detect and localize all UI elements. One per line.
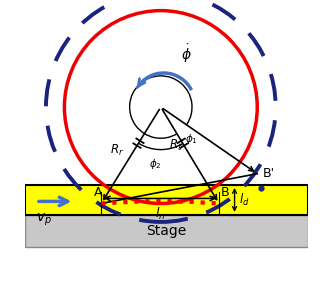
Bar (25, 185, 308, 215)
Text: $\phi_2$: $\phi_2$ (149, 156, 162, 170)
Text: $\phi_1$: $\phi_1$ (184, 132, 197, 146)
Text: Stage: Stage (147, 224, 186, 238)
Text: $\dot{\phi}$: $\dot{\phi}$ (181, 42, 192, 64)
Text: $v_p$: $v_p$ (36, 211, 52, 228)
Text: $R_t$: $R_t$ (169, 138, 183, 153)
Text: B: B (220, 186, 229, 199)
Text: $l_n$: $l_n$ (155, 205, 165, 222)
Text: $R_r$: $R_r$ (110, 143, 124, 158)
Bar (25, 215, 308, 247)
Text: B': B' (262, 167, 274, 180)
Text: $l_d$: $l_d$ (239, 192, 249, 208)
Text: A: A (94, 186, 103, 199)
